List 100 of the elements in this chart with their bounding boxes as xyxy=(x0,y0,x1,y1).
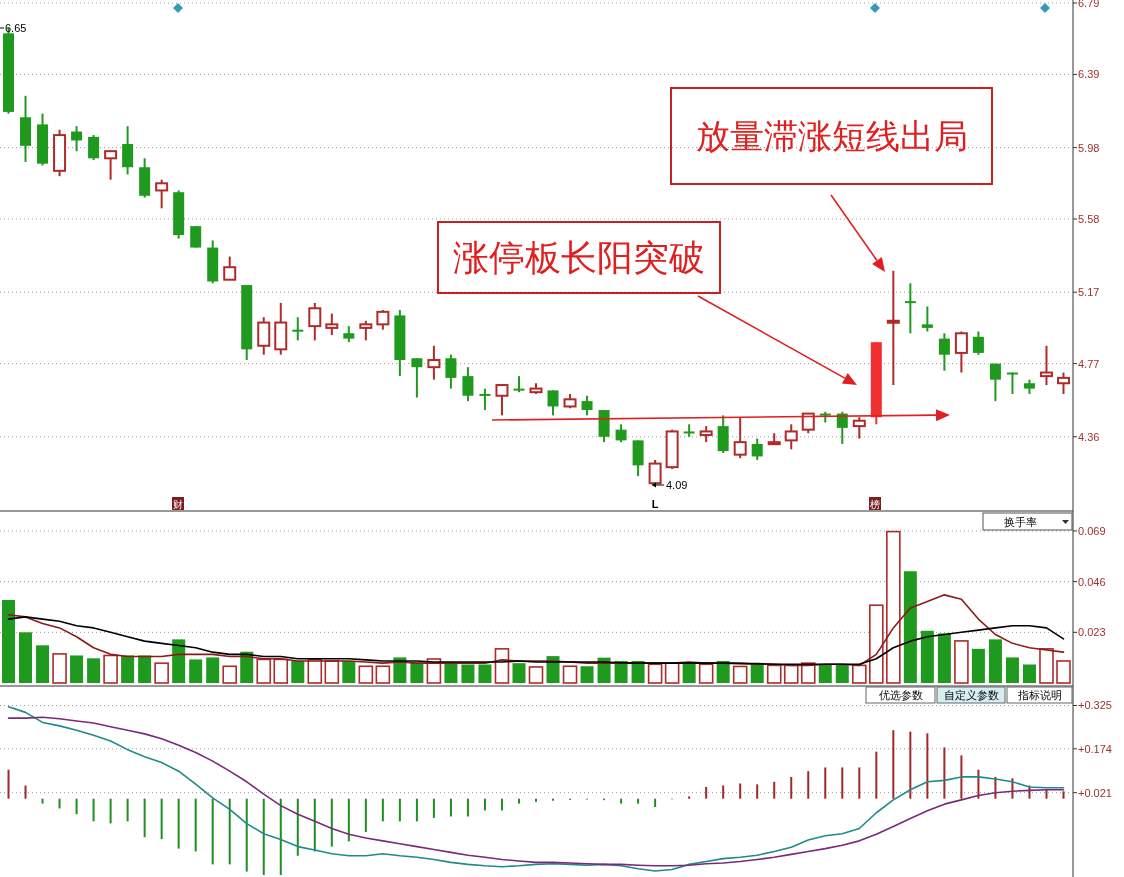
candlestick xyxy=(495,384,509,417)
bar xyxy=(1039,648,1054,684)
bar xyxy=(279,798,282,875)
bar xyxy=(512,663,526,683)
bar xyxy=(36,645,50,683)
bar xyxy=(892,730,895,799)
bar xyxy=(698,663,714,684)
candlestick xyxy=(88,134,100,162)
bar xyxy=(358,665,374,684)
bar xyxy=(41,798,44,804)
bar xyxy=(988,639,1002,683)
candlestick xyxy=(852,416,866,440)
bar xyxy=(716,660,730,683)
candlestick xyxy=(411,357,423,399)
candlestick xyxy=(938,332,950,372)
candlestick xyxy=(733,416,747,460)
candlestick xyxy=(1056,371,1070,395)
bar xyxy=(835,664,849,683)
bar xyxy=(52,653,67,684)
bar xyxy=(858,767,861,799)
candlestick xyxy=(257,316,271,356)
bar xyxy=(783,664,799,684)
bar xyxy=(291,660,305,683)
bar xyxy=(688,796,691,799)
y-tick-label: +0.021 xyxy=(1078,786,1112,799)
bar xyxy=(1056,660,1071,684)
bar xyxy=(432,798,435,818)
bar xyxy=(121,655,135,683)
bar xyxy=(807,771,810,799)
bar xyxy=(189,659,203,683)
bar xyxy=(824,767,827,799)
annotation: 4.09 xyxy=(666,479,688,492)
bar xyxy=(886,530,901,684)
bar xyxy=(228,798,231,865)
bar xyxy=(160,798,163,840)
bar xyxy=(903,571,917,683)
bar xyxy=(920,630,934,683)
bar xyxy=(262,798,265,875)
annotation: 榜 xyxy=(870,499,880,510)
bar xyxy=(750,664,764,683)
bar xyxy=(70,655,84,683)
candlestick xyxy=(1039,344,1053,387)
bar xyxy=(500,798,503,811)
bar xyxy=(126,798,129,822)
bar xyxy=(841,767,844,799)
bar xyxy=(398,798,401,822)
bar xyxy=(109,798,112,824)
bar xyxy=(330,798,333,847)
bar xyxy=(256,658,272,684)
candlestick xyxy=(954,330,968,374)
bar xyxy=(7,769,10,799)
bar xyxy=(869,604,884,684)
bar xyxy=(971,648,985,683)
y-tick-label: 5.58 xyxy=(1078,213,1100,226)
bar xyxy=(528,666,544,684)
bar xyxy=(954,640,969,684)
bar xyxy=(444,662,458,683)
bar xyxy=(517,798,520,804)
candlestick xyxy=(155,178,169,210)
bar xyxy=(562,665,578,684)
bar xyxy=(478,664,492,683)
bar xyxy=(682,662,696,683)
candlestick xyxy=(989,362,1001,403)
bar xyxy=(818,664,832,683)
bar xyxy=(637,798,640,804)
bar xyxy=(324,660,340,684)
y-tick-label: 0.069 xyxy=(1078,524,1106,537)
bar xyxy=(415,798,418,822)
bar xyxy=(410,662,424,683)
y-tick-label: +0.325 xyxy=(1078,699,1112,712)
bar xyxy=(103,654,118,684)
bar xyxy=(943,747,946,799)
bar xyxy=(852,664,867,684)
annotation: 指标说明 xyxy=(1016,689,1062,701)
bar xyxy=(138,655,152,683)
bar xyxy=(664,662,680,684)
candlestick xyxy=(71,125,83,153)
candlestick xyxy=(921,305,933,333)
bar xyxy=(620,798,623,804)
bar xyxy=(92,798,95,822)
bar xyxy=(87,658,101,683)
bar xyxy=(739,783,742,799)
y-tick-label: 4.77 xyxy=(1078,357,1100,370)
bar xyxy=(580,666,594,683)
bar xyxy=(273,658,289,684)
annotation: 放量滞涨短线出局 xyxy=(695,117,968,156)
bar xyxy=(1062,791,1065,799)
candlestick xyxy=(751,437,763,462)
line-series xyxy=(7,616,1065,666)
bar xyxy=(773,781,776,799)
candlestick xyxy=(886,269,900,387)
bar xyxy=(722,785,725,799)
annotation: 财 xyxy=(173,499,183,510)
bar xyxy=(926,733,929,799)
bar xyxy=(647,663,663,684)
bar xyxy=(177,798,180,849)
bar xyxy=(631,660,645,683)
candlestick xyxy=(359,319,373,342)
candlestick xyxy=(1006,371,1018,395)
annotation: 6.65 xyxy=(5,21,27,34)
